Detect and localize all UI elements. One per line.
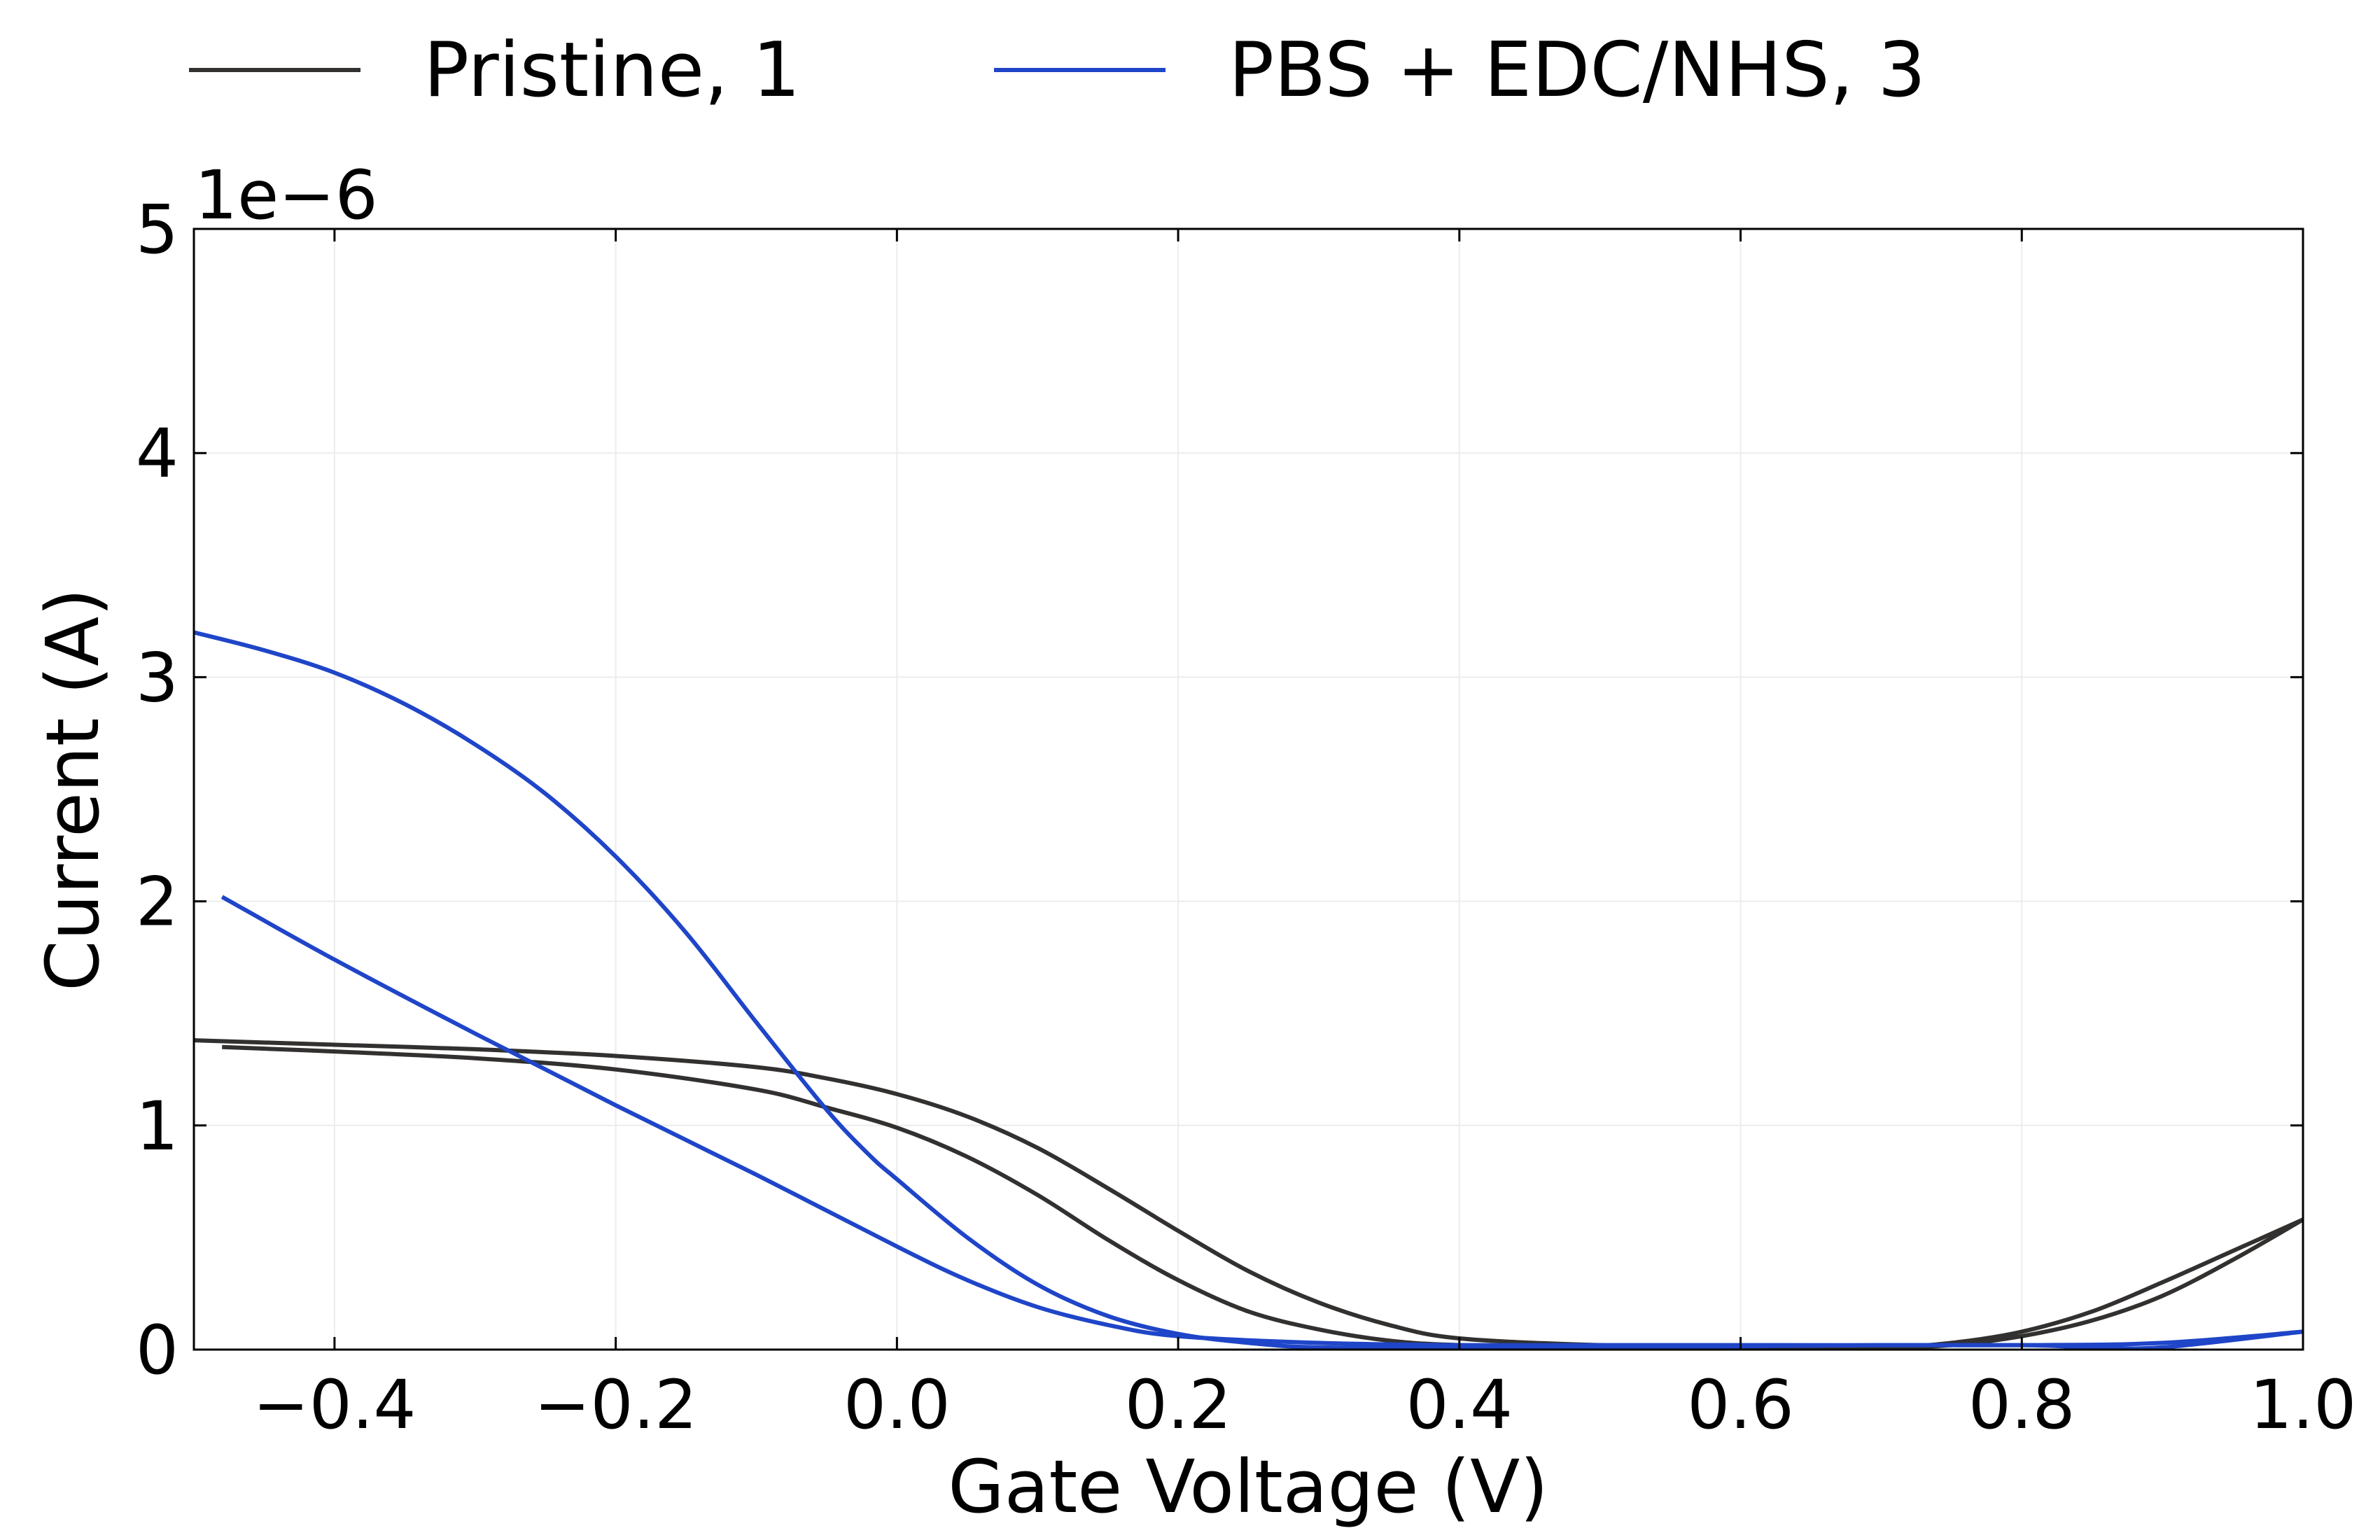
series-line-1-sweep-2 (222, 1044, 2303, 1350)
legend-label-2: PBS + EDC/NHS, 3 (1228, 27, 1926, 114)
y-offset-label: 1e−6 (195, 156, 378, 234)
y-tick-label: 2 (136, 863, 178, 941)
legend-label-1: Pristine, 1 (424, 27, 801, 114)
y-tick-label: 1 (136, 1087, 178, 1166)
x-tick-label: 0.4 (1406, 1366, 1513, 1444)
y-tick-label: 0 (136, 1311, 178, 1390)
x-tick-label: 0.6 (1687, 1366, 1794, 1444)
plot-area-frame (192, 227, 2304, 1351)
x-tick-label: −0.4 (253, 1366, 416, 1444)
x-tick-label: 1.0 (2250, 1366, 2357, 1444)
ticks: −0.4 −0.2 0.0 0.2 0.4 0.6 0.8 1.0 0 1 2 3 4 5 (136, 190, 2356, 1444)
y-tick-label: 5 (136, 190, 178, 269)
series-line-1-sweep-1 (194, 1038, 2303, 1350)
series-line-2-sweep-2 (220, 895, 2303, 1348)
y-tick-label: 4 (136, 414, 178, 493)
y-tick-label: 3 (136, 638, 178, 717)
x-tick-label: 0.0 (844, 1366, 951, 1444)
x-tick-label: 0.8 (1968, 1366, 2076, 1444)
x-axis-label: Gate Voltage (V) (948, 1444, 1548, 1530)
x-tick-label: 0.2 (1125, 1366, 1232, 1444)
x-tick-label: −0.2 (534, 1366, 697, 1444)
grid (194, 228, 2304, 1350)
series-line-2-sweep-1 (194, 630, 2303, 1350)
legend: Pristine, 1 PBS + EDC/NHS, 3 (189, 27, 1926, 114)
series-layer (194, 630, 2303, 1350)
y-axis-label: Current (A) (30, 588, 115, 991)
